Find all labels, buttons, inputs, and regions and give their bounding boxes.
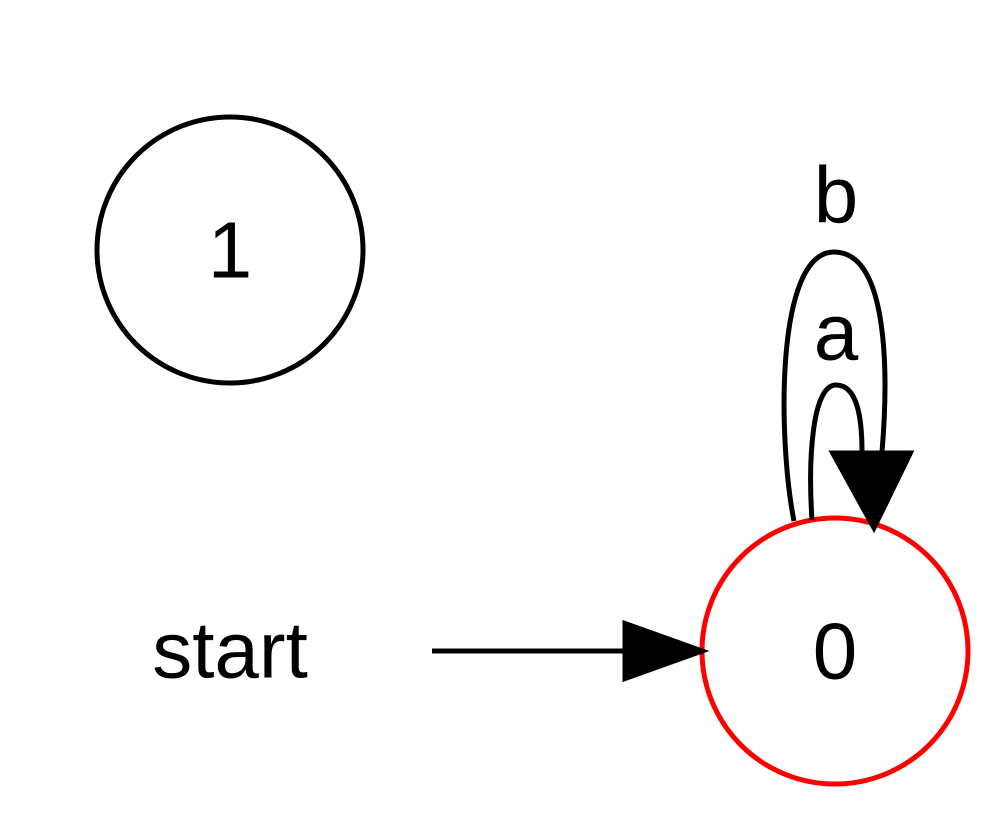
start-label: start: [152, 606, 308, 695]
state-1[interactable]: 1: [94, 114, 366, 386]
start-arrow: [432, 619, 710, 683]
state-0-label: 0: [813, 607, 858, 696]
transition-0-0-a[interactable]: a: [808, 288, 865, 521]
state-1-label: 1: [208, 206, 253, 295]
state-1-circle: [94, 114, 366, 386]
transition-0-0-b[interactable]: b: [781, 151, 888, 522]
self-loop-arrow-head: [828, 450, 915, 534]
transition-a-label: a: [814, 288, 859, 377]
transition-b-label: b: [814, 151, 859, 240]
start-arrow-head: [622, 619, 710, 683]
state-0[interactable]: 0: [699, 515, 971, 787]
transition-b-edge: [781, 249, 888, 522]
transition-a-edge: [808, 382, 865, 521]
